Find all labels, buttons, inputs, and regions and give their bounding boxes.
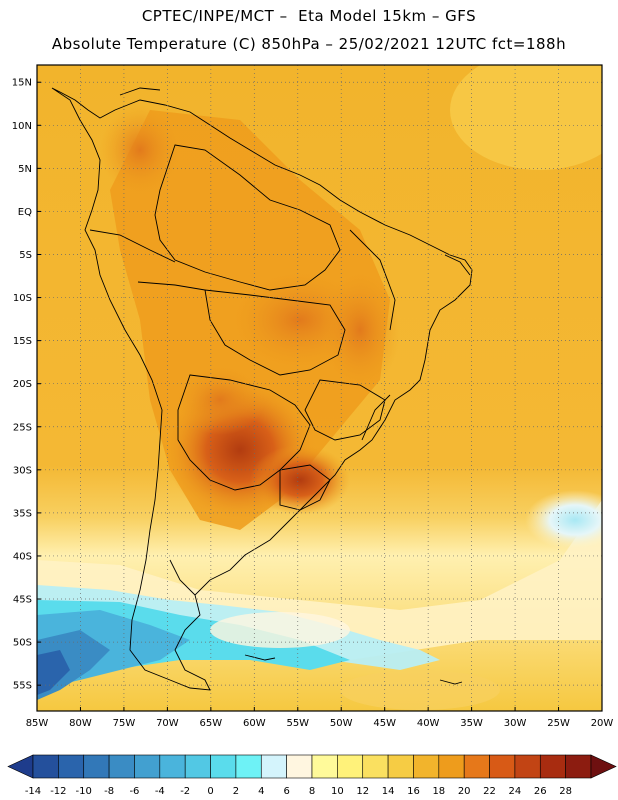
colorbar-swatch (489, 754, 516, 779)
lat-tick-label: 20S (13, 379, 32, 390)
colorbar-label: -10 (76, 786, 92, 797)
lon-tick-label: 60W (243, 718, 266, 729)
colorbar-swatch (362, 754, 389, 779)
colorbar-swatch (337, 754, 364, 779)
latitude-axis: 15N 10N 5N EQ 5S 10S 15S 20S 25S 30S 35S 40S 45S 50S 5… (12, 78, 41, 692)
colorbar-swatch (286, 754, 313, 779)
lon-tick-label: 25W (547, 718, 570, 729)
colorbar-label: 0 (207, 786, 213, 797)
colorbar-swatch (514, 754, 541, 779)
lon-tick-label: 50W (330, 718, 353, 729)
lat-tick-label: 40S (13, 551, 32, 562)
colorbar-swatch (134, 754, 161, 779)
colorbar-swatch (387, 754, 414, 779)
lat-tick-label: 35S (13, 508, 32, 519)
colorbar-labels: -14 -12 -10 -8 -6 -4 -2 0 2 4 6 8 10 12 14 16 18 20 22 24 26… (25, 786, 572, 797)
colorbar-low-triangle (7, 754, 34, 779)
lon-tick-label: 85W (26, 718, 49, 729)
colorbar-swatch (311, 754, 338, 779)
colorbar-swatch (235, 754, 262, 779)
colorbar-label: 8 (309, 786, 315, 797)
lat-tick-label: 10N (12, 121, 32, 132)
lon-tick-label: 30W (504, 718, 527, 729)
colorbar-label: -4 (155, 786, 165, 797)
colorbar-swatch (413, 754, 440, 779)
chart-title-line1: CPTEC/INPE/MCT – Eta Model 15km – GFS (141, 7, 477, 25)
lat-tick-label: 55S (13, 681, 32, 692)
colorbar-swatch (539, 754, 566, 779)
colorbar-swatch (260, 754, 287, 779)
colorbar-swatch (565, 754, 592, 779)
colorbar (7, 754, 617, 779)
lat-tick-label: EQ (18, 207, 32, 218)
colorbar-label: 16 (407, 786, 420, 797)
lon-tick-label: 35W (460, 718, 483, 729)
colorbar-label: -2 (180, 786, 190, 797)
longitude-axis: 85W 80W 75W 70W 65W 60W 55W 50W 45W 40W 35W 30W 25W 2… (26, 707, 614, 729)
colorbar-swatch (32, 754, 59, 779)
lat-tick-label: 15S (13, 336, 32, 347)
colorbar-label: -8 (104, 786, 114, 797)
lat-tick-label: 15N (12, 78, 32, 89)
colorbar-swatch (58, 754, 85, 779)
colorbar-label: -14 (25, 786, 41, 797)
colorbar-label: 10 (331, 786, 344, 797)
lat-tick-label: 10S (13, 293, 32, 304)
coastlines (51, 87, 473, 691)
colorbar-swatch (184, 754, 211, 779)
lon-tick-label: 55W (286, 718, 309, 729)
colorbar-swatch (108, 754, 135, 779)
colorbar-label: 24 (509, 786, 522, 797)
colorbar-label: -6 (129, 786, 139, 797)
colorbar-label: 6 (283, 786, 289, 797)
lon-tick-label: 80W (69, 718, 92, 729)
colorbar-swatch (438, 754, 465, 779)
map-frame (36, 64, 603, 712)
lat-tick-label: 45S (13, 595, 32, 606)
lon-tick-label: 40W (417, 718, 440, 729)
lat-tick-label: 5S (19, 250, 32, 261)
lon-tick-label: 20W (591, 718, 614, 729)
lat-tick-label: 30S (13, 465, 32, 476)
colorbar-label: 4 (258, 786, 264, 797)
colorbar-label: 20 (458, 786, 471, 797)
lon-tick-label: 75W (113, 718, 136, 729)
colorbar-label: -12 (50, 786, 66, 797)
colorbar-label: 26 (534, 786, 547, 797)
colorbar-label: 28 (559, 786, 572, 797)
colorbar-label: 2 (233, 786, 239, 797)
colorbar-swatch (159, 754, 186, 779)
chart-title-line2: Absolute Temperature (C) 850hPa – 25/02/… (51, 35, 567, 53)
lat-tick-label: 25S (13, 422, 32, 433)
colorbar-label: 12 (356, 786, 369, 797)
field-layer (37, 65, 602, 711)
lat-tick-label: 50S (13, 638, 32, 649)
colorbar-high-triangle (590, 754, 617, 779)
colorbar-label: 22 (483, 786, 496, 797)
lat-tick-label: 5N (18, 164, 32, 175)
colorbar-swatch (210, 754, 237, 779)
colorbar-swatch (83, 754, 110, 779)
colorbar-label: 14 (382, 786, 395, 797)
lon-tick-label: 70W (156, 718, 179, 729)
colorbar-swatch (463, 754, 490, 779)
lon-tick-label: 45W (373, 718, 396, 729)
colorbar-label: 18 (432, 786, 445, 797)
lon-tick-label: 65W (200, 718, 223, 729)
